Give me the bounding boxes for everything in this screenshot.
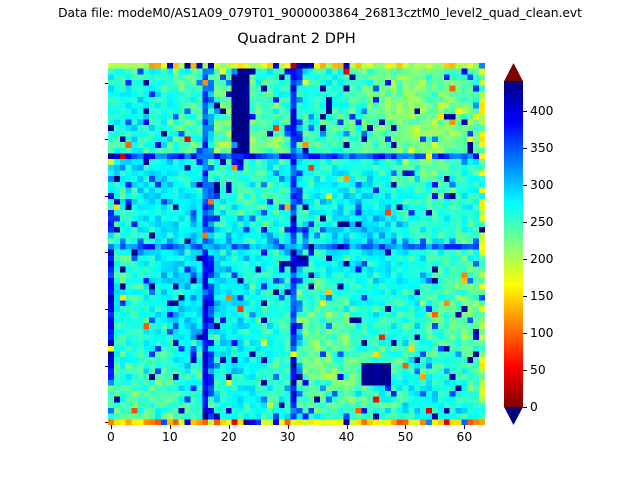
x-tick-label: 20: [220, 430, 237, 444]
colorbar-tick-label: 400: [530, 103, 554, 118]
y-tick-mark: [104, 139, 108, 141]
colorbar-tick-mark: [523, 221, 527, 223]
y-tick-mark: [104, 195, 108, 197]
detector-heatmap-image: [108, 63, 485, 425]
colorbar-tick-label: 150: [530, 288, 554, 303]
y-tick-mark: [104, 422, 108, 424]
x-tick-label: 30: [279, 430, 296, 444]
colorbar-tick-label: 250: [530, 214, 554, 229]
x-tick-mark: [228, 425, 230, 429]
colorbar-tick-mark: [523, 110, 527, 112]
colorbar-tick-label: 0: [530, 400, 538, 414]
data-file-caption: Data file: modeM0/AS1A09_079T01_90000038…: [58, 6, 582, 20]
colorbar-tick-mark: [523, 258, 527, 260]
y-tick-mark: [104, 252, 108, 254]
colorbar-tick-label: 300: [530, 177, 554, 192]
colorbar-tick-label: 100: [530, 325, 554, 340]
x-tick-mark: [464, 425, 466, 429]
x-tick-mark: [405, 425, 407, 429]
x-tick-label: 50: [397, 430, 414, 444]
x-tick-label: 40: [338, 430, 355, 444]
colorbar-gradient: [504, 81, 523, 407]
x-tick-label: 60: [456, 430, 473, 444]
y-tick-mark: [104, 82, 108, 84]
colorbar-under-arrow: [504, 406, 523, 425]
colorbar-tick-mark: [523, 407, 527, 408]
colorbar-tick-label: 50: [530, 362, 546, 377]
colorbar: [504, 63, 523, 425]
heatmap-axes: [108, 63, 485, 425]
colorbar-tick-mark: [523, 184, 527, 186]
x-tick-label: 10: [162, 430, 178, 444]
x-tick-label: 0: [107, 430, 115, 444]
colorbar-tick-label: 200: [530, 251, 554, 266]
y-tick-mark: [104, 309, 108, 311]
colorbar-tick-mark: [523, 147, 527, 149]
x-tick-mark: [169, 425, 171, 429]
x-tick-mark: [287, 425, 289, 429]
x-tick-mark: [346, 425, 348, 429]
y-tick-mark: [104, 365, 108, 367]
colorbar-tick-mark: [523, 332, 527, 334]
colorbar-over-arrow: [504, 63, 523, 82]
colorbar-tick-mark: [523, 369, 527, 371]
colorbar-tick-mark: [523, 295, 527, 297]
colorbar-tick-label: 350: [530, 140, 554, 155]
colorbar-body: [504, 81, 523, 407]
plot-title: Quadrant 2 DPH: [237, 30, 356, 47]
x-tick-mark: [110, 425, 112, 429]
